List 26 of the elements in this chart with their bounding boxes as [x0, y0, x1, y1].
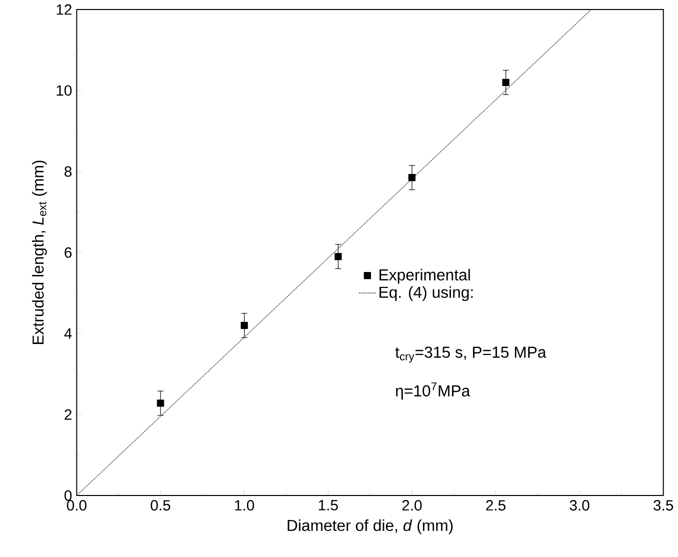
y-tick-label: 12 [56, 4, 72, 15]
point [408, 174, 416, 182]
y-tick-label: 0 [64, 490, 72, 501]
x-tick-label: 1.5 [318, 500, 338, 510]
x-tick-label: 3.0 [570, 500, 590, 510]
x-tick-label: 0.5 [150, 500, 170, 510]
x-axis-title: Diameter of die, d (mm) [288, 519, 453, 534]
y-tick-label: 2 [64, 409, 72, 420]
point [240, 322, 248, 329]
x-tick-label: 2.5 [486, 500, 506, 510]
annotation: t$_{cry}$=315 s, P=15 MPa [395, 346, 546, 362]
y-tick-label: 6 [64, 247, 72, 258]
y-axis-title: Extruded length, L$_{ext}$ (mm) [32, 160, 47, 344]
y-tick-label: 10 [56, 85, 72, 96]
x-tick-label: 2.0 [402, 500, 422, 510]
x-tick-label: 0.0 [66, 500, 86, 510]
point [334, 252, 342, 260]
point [156, 399, 164, 407]
y-tick-label: 8 [64, 166, 72, 177]
x-tick-label: 1.0 [235, 500, 254, 510]
legend-label: Experimental [380, 268, 470, 284]
legend-label: Eq. (4) using: [380, 286, 473, 301]
point [502, 78, 510, 86]
x-tick-label: 3.5 [654, 500, 674, 510]
annotation: η=10$^{7}$MPa [396, 382, 470, 400]
y-tick-label: 4 [64, 328, 72, 339]
